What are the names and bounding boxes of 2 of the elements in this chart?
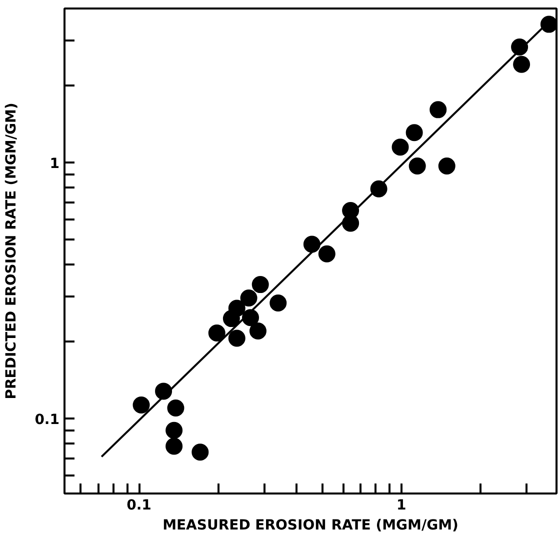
y-axis-title: PREDICTED EROSION RATE (MGM/GM) [4,102,20,400]
x-axis-title: MEASURED EROSION RATE (MGM/GM) [162,518,458,534]
